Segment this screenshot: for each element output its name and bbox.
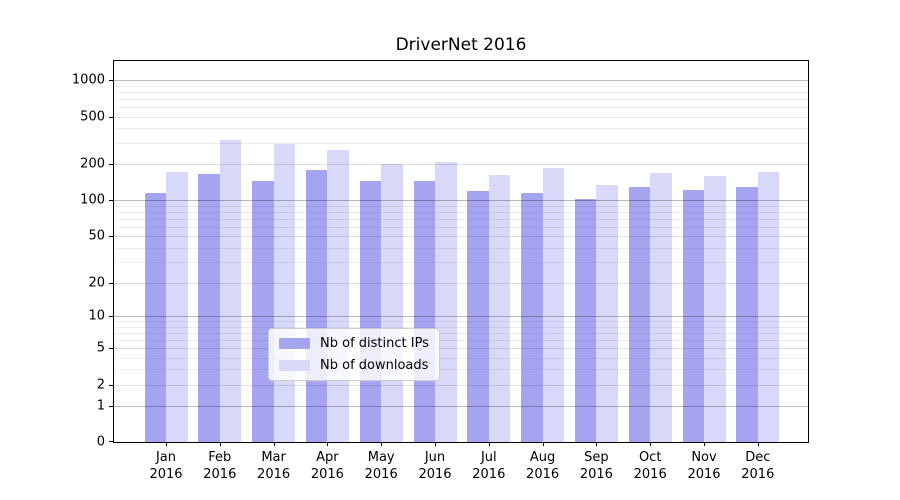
x-tick-label: Apr 2016 — [310, 450, 344, 482]
bar-distinct-ips — [305, 170, 328, 442]
y-tick-mark — [109, 441, 113, 442]
minor-gridline — [114, 85, 808, 87]
bar-downloads — [219, 140, 242, 442]
legend-swatch-downloads — [279, 360, 310, 371]
y-axis-labels: 1000 500 200 100 50 20 10 5 2 1 0 — [0, 60, 105, 450]
bar-downloads — [704, 175, 726, 442]
y-tick-mark — [109, 80, 113, 82]
x-tick-label: May 2016 — [364, 450, 398, 482]
bar-distinct-ips — [413, 181, 435, 442]
y-tick-label: 0 — [96, 434, 105, 450]
x-tick-label: Jun 2016 — [418, 450, 452, 482]
x-tick-mark — [542, 442, 544, 446]
y-tick-mark — [109, 384, 113, 386]
x-tick-label: Aug 2016 — [526, 450, 560, 482]
x-tick-label: Nov 2016 — [687, 450, 721, 482]
y-tick-label: 200 — [80, 156, 105, 172]
bar-downloads — [327, 149, 349, 442]
y-tick-mark — [109, 348, 113, 350]
bar-distinct-ips — [628, 187, 651, 442]
legend-label: Nb of distinct IPs — [320, 336, 429, 351]
x-tick-mark — [166, 442, 167, 446]
x-tick-label: Mar 2016 — [257, 450, 291, 482]
y-tick-mark — [109, 164, 113, 166]
x-tick-mark — [650, 442, 652, 446]
x-tick-label: Dec 2016 — [741, 450, 775, 482]
x-tick-label: Feb 2016 — [203, 450, 237, 482]
y-tick-label: 5 — [96, 340, 105, 356]
bar-distinct-ips — [359, 181, 382, 442]
y-tick-label: 2 — [96, 377, 105, 392]
legend-row: Nb of distinct IPs — [279, 336, 429, 351]
y-tick-mark — [109, 200, 113, 202]
legend-row: Nb of downloads — [279, 358, 429, 373]
y-tick-label: 500 — [80, 109, 105, 124]
x-tick-mark — [219, 442, 221, 446]
x-axis-labels: Jan 2016 Feb 2016 Mar 2016 Apr 2016 May 2016… — [113, 449, 809, 491]
y-tick-label: 100 — [80, 192, 105, 208]
x-tick-mark — [488, 442, 490, 446]
x-tick-label: Oct 2016 — [633, 450, 667, 482]
minor-gridline — [114, 98, 808, 100]
x-tick-mark — [381, 442, 383, 446]
bar-downloads — [273, 143, 296, 442]
y-tick-mark — [109, 236, 113, 238]
bar-distinct-ips — [144, 193, 166, 442]
x-tick-mark — [327, 442, 329, 446]
minor-gridline — [114, 128, 808, 130]
legend: Nb of distinct IPs Nb of downloads — [268, 328, 440, 381]
bar-downloads — [542, 168, 565, 442]
bar-downloads — [596, 185, 618, 442]
minor-gridline — [114, 91, 808, 93]
bar-distinct-ips — [574, 198, 597, 442]
bar-downloads — [650, 172, 672, 442]
gridline — [114, 116, 808, 118]
x-tick-mark — [704, 442, 705, 446]
gridline — [114, 164, 808, 166]
y-tick-label: 20 — [88, 275, 105, 291]
minor-gridline — [114, 106, 808, 108]
bar-downloads — [166, 172, 188, 442]
x-tick-mark — [435, 442, 436, 446]
x-tick-mark — [273, 442, 275, 446]
y-tick-label: 10 — [88, 308, 105, 324]
bar-downloads — [757, 172, 780, 442]
bar-distinct-ips — [467, 190, 489, 442]
x-tick-label: Jan 2016 — [149, 450, 183, 482]
bar-distinct-ips — [252, 181, 274, 442]
y-tick-mark — [109, 405, 113, 407]
y-tick-label: 50 — [88, 228, 105, 244]
bar-distinct-ips — [521, 193, 543, 442]
gridline — [114, 80, 808, 82]
bar-downloads — [381, 164, 403, 442]
y-tick-mark — [109, 282, 113, 284]
chart-title: DriverNet 2016 — [395, 35, 527, 55]
minor-gridline — [114, 143, 808, 145]
bar-distinct-ips — [736, 186, 758, 442]
y-tick-label: 1000 — [71, 72, 105, 88]
y-tick-label: 1 — [96, 398, 105, 414]
legend-label: Nb of downloads — [320, 358, 429, 373]
legend-swatch-distinct-ips — [279, 338, 310, 349]
y-tick-mark — [109, 316, 113, 318]
bar-downloads — [488, 175, 511, 442]
plot-area — [109, 60, 809, 446]
bar-distinct-ips — [198, 174, 220, 442]
x-tick-mark — [757, 442, 759, 446]
x-tick-mark — [596, 442, 598, 446]
bar-downloads — [435, 161, 457, 442]
bar-distinct-ips — [682, 190, 704, 442]
y-tick-mark — [109, 116, 113, 118]
x-tick-label: Jul 2016 — [472, 450, 506, 482]
x-tick-label: Sep 2016 — [579, 450, 613, 482]
